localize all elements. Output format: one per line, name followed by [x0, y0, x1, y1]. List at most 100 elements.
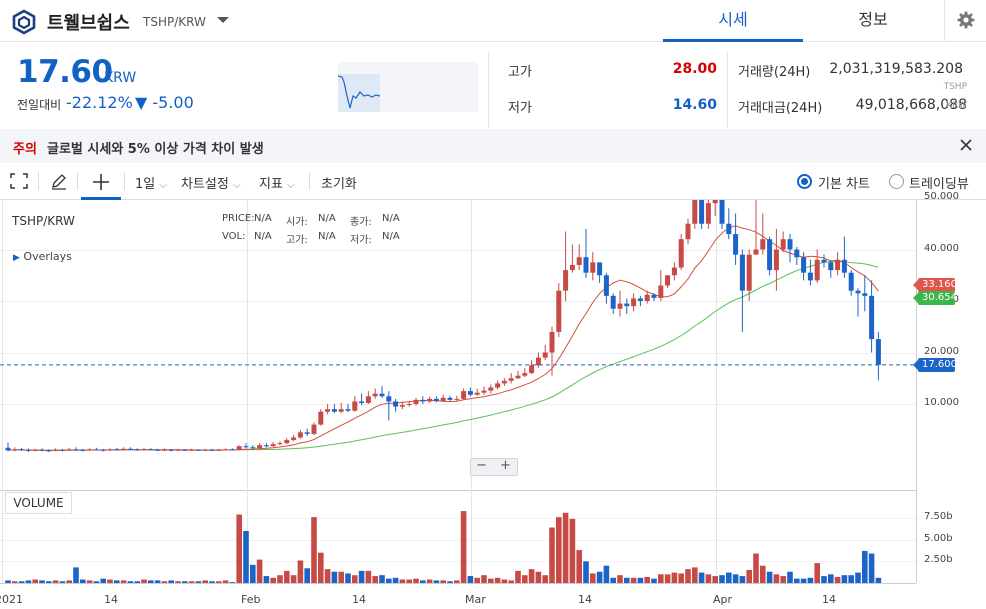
volume-bar [420, 580, 426, 583]
interval-label: 1일 [135, 177, 156, 192]
volume-bar [576, 550, 582, 583]
chevron-down-icon: ⌵ [159, 180, 167, 191]
candle [699, 200, 705, 224]
volume-bar [202, 580, 208, 583]
volume-bar [841, 575, 848, 583]
pair-code[interactable]: TSHP/KRW [143, 15, 206, 29]
volume-bar [556, 517, 562, 583]
price-chart[interactable] [0, 200, 986, 609]
volume-bar [59, 581, 66, 583]
candle [12, 449, 18, 451]
settings-button[interactable] [944, 0, 986, 42]
volume-bar [25, 580, 32, 583]
tradingview-radio[interactable] [889, 174, 904, 189]
indicators-menu[interactable]: 지표 ⌵ [259, 173, 295, 192]
volume-bar [93, 581, 100, 583]
zoom-out-button[interactable]: − [476, 458, 487, 473]
crosshair-button[interactable] [81, 166, 121, 200]
volume-bar [630, 577, 637, 583]
y-tick-label: 10.000 [924, 397, 959, 408]
candle [875, 339, 881, 365]
info-open-label: 시가: [286, 217, 308, 228]
volume-bar [188, 581, 195, 583]
candle [692, 200, 698, 224]
candle [508, 378, 514, 381]
fullscreen-icon[interactable] [10, 173, 28, 193]
candle [100, 449, 106, 451]
volume-tick-label: 7.50b [924, 511, 953, 522]
tradingview-label[interactable]: 트레이딩뷰 [909, 177, 969, 192]
candle [195, 449, 201, 451]
notice-text: 글로벌 시세와 5% 이상 가격 차이 발생 [47, 142, 264, 157]
candle [780, 239, 786, 250]
interval-select[interactable]: 1일 ⌵ [135, 173, 167, 192]
info-vol-label: VOL: [222, 231, 246, 242]
pencil-icon[interactable] [50, 172, 68, 194]
candle [760, 239, 766, 250]
zoom-controls: − + [470, 458, 518, 476]
indicators-label: 지표 [259, 177, 283, 192]
x-tick-label: 14 [104, 593, 118, 606]
volume-bar [107, 579, 113, 583]
candle [284, 440, 290, 444]
volume-bar [440, 580, 446, 583]
volume-bar [454, 580, 460, 583]
basic-chart-radio[interactable] [797, 174, 812, 189]
volume-bar [692, 567, 698, 583]
volume-value: 2,031,319,583.208 [829, 61, 963, 77]
volume-bar [406, 579, 412, 583]
candle [325, 409, 331, 412]
divider [38, 172, 39, 190]
volume-bar [746, 570, 752, 583]
candle [87, 449, 93, 451]
candle [801, 257, 807, 273]
candle [624, 303, 630, 307]
chart-settings-menu[interactable]: 차트설정 ⌵ [181, 173, 241, 192]
info-open-value: N/A [318, 213, 336, 224]
volume-bar [501, 579, 508, 583]
chart-settings-label: 차트설정 [181, 177, 229, 192]
volume-label: VOLUME [5, 492, 72, 514]
change-label: 전일대비 [17, 98, 62, 112]
overlays-toggle[interactable]: ▶ Overlays [13, 250, 72, 263]
close-icon[interactable] [959, 137, 973, 156]
candle [393, 401, 399, 407]
candle [590, 262, 596, 273]
candle [522, 373, 528, 376]
tab-quote[interactable]: 시세 [663, 0, 803, 42]
zoom-in-button[interactable]: + [500, 458, 511, 473]
candle [19, 449, 25, 451]
volume-bar [739, 576, 746, 583]
reset-button[interactable]: 초기화 [321, 177, 357, 192]
candle [148, 449, 154, 451]
info-close-label: 종가: [350, 217, 372, 228]
coin-name[interactable]: 트웰브쉽스 [47, 13, 130, 34]
volume-bar [263, 576, 270, 583]
x-tick-label: Apr [713, 593, 733, 606]
x-tick-label: 14 [578, 593, 592, 606]
volume-bar [399, 579, 406, 583]
volume-bar [338, 571, 344, 583]
candle [250, 447, 256, 449]
price-unit: KRW [104, 70, 137, 86]
candle [229, 449, 235, 451]
volume-bar [161, 581, 168, 583]
basic-chart-label[interactable]: 기본 차트 [818, 177, 870, 192]
volume-bar [678, 573, 684, 583]
candle [359, 401, 365, 403]
y-tick-label: 40.000 [924, 242, 959, 254]
x-tick-label: Mar [465, 593, 486, 606]
candle [304, 432, 310, 434]
tab-info[interactable]: 정보 [858, 10, 888, 29]
candle [658, 285, 664, 298]
volume-bar [209, 581, 215, 583]
volume-bar [583, 561, 589, 583]
candle [794, 249, 800, 258]
candle [821, 259, 827, 263]
candle [501, 380, 507, 384]
caret-down-icon[interactable] [216, 13, 230, 30]
volume-bar [671, 572, 678, 583]
candle [53, 449, 59, 451]
info-high-label: 고가: [286, 235, 308, 246]
info-vol-value: N/A [254, 231, 272, 242]
